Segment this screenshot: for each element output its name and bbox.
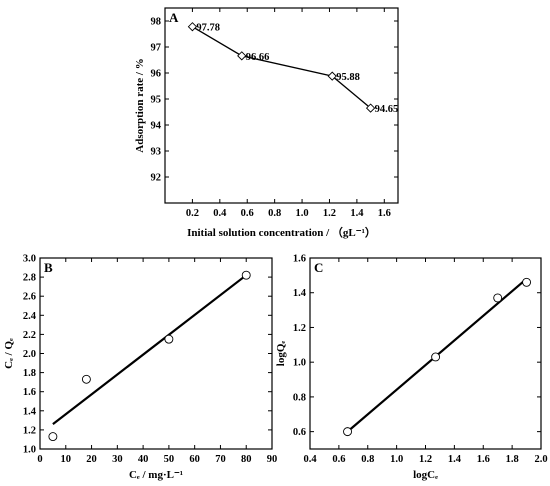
x-tick-label: 50: [164, 454, 175, 465]
data-point-diamond: [237, 51, 247, 61]
y-tick-label: 1.0: [293, 358, 306, 369]
data-point-diamond: [327, 71, 337, 81]
x-tick-label: 1.8: [506, 454, 519, 465]
y-tick-label: 3.0: [23, 254, 36, 265]
x-axis-label: logCₑ: [413, 469, 438, 481]
x-axis-label: Cₑ / mg·L⁻¹: [129, 469, 183, 481]
data-label: 97.78: [196, 23, 220, 34]
x-tick-label: 1.0: [390, 454, 403, 465]
x-tick-label: 90: [267, 454, 278, 465]
data-point-circle: [81, 374, 91, 384]
y-tick-label: 98: [151, 17, 162, 28]
chart-panel-A: 0.2 0.4 0.6 0.8 1.0 1.2 1.4 1.6 92 93 94 95 96 97 98 A I…: [134, 7, 399, 239]
y-tick-label: 95: [151, 95, 162, 106]
x-tick-label: 1.4: [350, 208, 364, 219]
y-tick-label: 2.8: [23, 273, 36, 284]
data-label: 96.66: [246, 52, 270, 63]
data-point-circle: [241, 270, 251, 280]
data-point-circle: [522, 277, 532, 287]
panel-label: A: [169, 10, 179, 25]
x-tick-label: 2.0: [534, 454, 547, 465]
data-point-circle: [48, 432, 58, 442]
data-point-circle: [343, 427, 352, 437]
x-tick-label: 1.6: [378, 208, 391, 219]
data-point-diamond: [365, 103, 376, 113]
y-tick-label: 97: [151, 43, 162, 54]
x-tick-label: 1.6: [477, 454, 490, 465]
x-tick-label: 1.2: [419, 454, 432, 465]
x-tick-label: 1.4: [448, 454, 462, 465]
y-axis-label: Adsorption rate / %: [134, 58, 146, 152]
x-tick-label: 0: [37, 454, 42, 465]
y-tick-label: 2.6: [23, 292, 36, 303]
data-point-circle: [431, 352, 441, 362]
x-tick-label: 20: [86, 454, 97, 465]
series-line: [192, 26, 372, 109]
x-tick-label: 0.8: [361, 454, 374, 465]
plot-frame: [164, 7, 399, 204]
x-tick-label: 1.0: [295, 208, 308, 219]
y-tick-label: 94: [151, 121, 162, 132]
x-tick-label: 10: [61, 454, 72, 465]
data-label: 95.88: [336, 72, 360, 83]
fit-line: [52, 274, 247, 426]
chart-panel-B: 0 10 20 30 40 50 60 70 80 90 1.0 1.2 1.4 1.6 1.8 2.0 2.2…: [3, 254, 277, 482]
y-tick-label: 1.4: [23, 406, 37, 417]
x-tick-label: 60: [189, 454, 200, 465]
x-tick-label: 0.6: [332, 454, 345, 465]
y-tick-label: 0.6: [293, 427, 306, 438]
panel-label: B: [44, 260, 53, 275]
x-tick-label: 0.4: [303, 454, 317, 465]
y-tick-label: 93: [151, 147, 162, 158]
y-tick-label: 0.8: [293, 392, 306, 403]
x-tick-label: 30: [112, 454, 123, 465]
data-point-circle: [164, 334, 174, 344]
y-tick-label: 1.0: [23, 445, 36, 456]
data-label: 94.65: [375, 104, 399, 115]
y-tick-label: 1.4: [293, 288, 307, 299]
x-tick-label: 0.8: [268, 208, 281, 219]
y-tick-label: 96: [151, 69, 162, 80]
plot-frame: [39, 257, 273, 450]
data-point-circle: [493, 293, 503, 303]
data-point-diamond: [187, 22, 198, 32]
x-tick-label: 80: [241, 454, 252, 465]
y-tick-label: 1.2: [23, 425, 36, 436]
y-tick-label: 2.2: [23, 330, 36, 341]
y-axis-label: Cₑ / Qₑ: [3, 338, 15, 369]
plot-frame: [309, 257, 542, 450]
y-axis-label: logQₑ: [275, 341, 287, 367]
chart-panel-C: 0.4 0.6 0.8 1.0 1.2 1.4 1.6 1.8 2.0 0.6 0.8 1.0 1.2 1…: [275, 254, 548, 482]
x-tick-label: 70: [215, 454, 226, 465]
y-tick-label: 2.4: [23, 311, 37, 322]
y-tick-label: 1.2: [293, 323, 306, 334]
y-tick-label: 1.8: [23, 368, 36, 379]
y-tick-label: 92: [151, 173, 162, 184]
y-tick-label: 1.6: [23, 387, 36, 398]
x-tick-label: 0.6: [241, 208, 254, 219]
x-tick-label: 40: [138, 454, 149, 465]
y-tick-label: 1.6: [293, 254, 306, 265]
y-tick-label: 2.0: [23, 349, 36, 360]
x-tick-label: 0.2: [186, 208, 199, 219]
x-tick-label: 0.4: [213, 208, 227, 219]
x-axis-label: Initial solution concentration / （gL⁻¹）: [187, 226, 376, 239]
panel-label: C: [314, 260, 323, 275]
x-tick-label: 1.2: [323, 208, 336, 219]
